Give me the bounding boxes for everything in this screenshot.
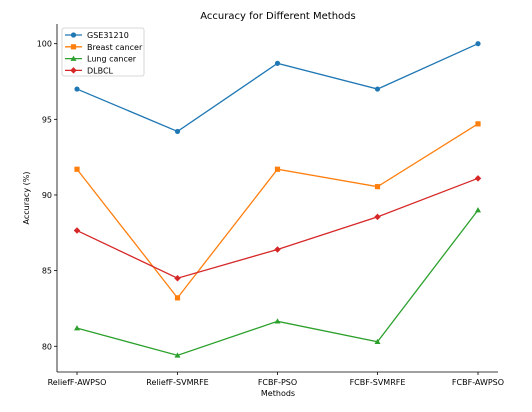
series-gse31210	[74, 41, 481, 135]
x-tick-label: ReliefF-AWPSO	[48, 378, 107, 387]
square-marker	[70, 44, 77, 50]
x-ticks: ReliefF-AWPSO ReliefF-SVMRFE FCBF-PSO FCBF-…	[48, 372, 504, 387]
circle-marker	[374, 86, 381, 92]
series-dlbcl	[73, 175, 482, 282]
triangle-marker	[274, 318, 281, 324]
legend-box	[61, 27, 145, 77]
circle-marker	[174, 128, 181, 135]
circle-marker	[274, 60, 281, 66]
diamond-marker	[73, 227, 81, 234]
legend-item-lung-cancer: Lung cancer	[65, 55, 137, 64]
triangle-marker	[70, 55, 77, 61]
series-layer	[73, 41, 482, 358]
legend-item-breast-cancer: Breast cancer	[65, 43, 143, 52]
legend-label: Breast cancer	[87, 43, 143, 52]
diamond-marker	[374, 213, 381, 221]
square-marker	[274, 166, 281, 172]
legend: GSE31210 Breast cancer Lung cancer DLBCL	[61, 27, 145, 77]
series-lung-cancer	[74, 207, 481, 358]
square-marker	[174, 295, 181, 301]
y-axis-title: Accuracy (%)	[22, 172, 31, 225]
diamond-marker	[474, 175, 482, 182]
legend-label: DLBCL	[87, 66, 114, 75]
x-tick-label: FCBF-SVMRFE	[350, 378, 406, 387]
series-line-breast-cancer	[76, 123, 479, 299]
circle-marker	[74, 86, 80, 92]
square-marker	[475, 121, 481, 127]
x-axis-title: Methods	[261, 389, 295, 398]
x-tick-label: ReliefF-SVMRFE	[146, 378, 208, 387]
y-tick-label: 95	[42, 115, 52, 124]
legend-items: GSE31210 Breast cancer Lung cancer DLBCL	[65, 31, 143, 75]
y-tick-label: 80	[42, 342, 52, 351]
square-marker	[74, 166, 80, 172]
y-tick-label: 85	[42, 267, 52, 276]
diamond-marker	[274, 246, 281, 253]
x-tick-label: FCBF-AWPSO	[452, 378, 504, 387]
triangle-marker	[74, 325, 80, 331]
legend-item-gse31210: GSE31210	[65, 31, 129, 40]
legend-item-dlbcl: DLBCL	[65, 66, 114, 75]
y-tick-label: 90	[42, 191, 52, 200]
series-breast-cancer	[74, 121, 481, 301]
diamond-marker	[70, 67, 77, 74]
x-tick-label: FCBF-PSO	[258, 378, 297, 387]
triangle-marker	[374, 338, 381, 344]
y-tick-label: 100	[37, 40, 52, 49]
series-line-dlbcl	[76, 177, 479, 279]
circle-marker	[475, 41, 481, 47]
chart-title: Accuracy for Different Methods	[200, 11, 355, 22]
y-ticks: 80 85 90 95 100	[37, 40, 57, 351]
triangle-marker	[174, 352, 181, 358]
series-line-lung-cancer	[76, 209, 479, 357]
square-marker	[374, 184, 381, 190]
legend-label: Lung cancer	[87, 55, 137, 64]
circle-marker	[70, 32, 77, 38]
triangle-marker	[475, 207, 481, 213]
legend-label: GSE31210	[87, 31, 129, 40]
diamond-marker	[174, 274, 181, 282]
